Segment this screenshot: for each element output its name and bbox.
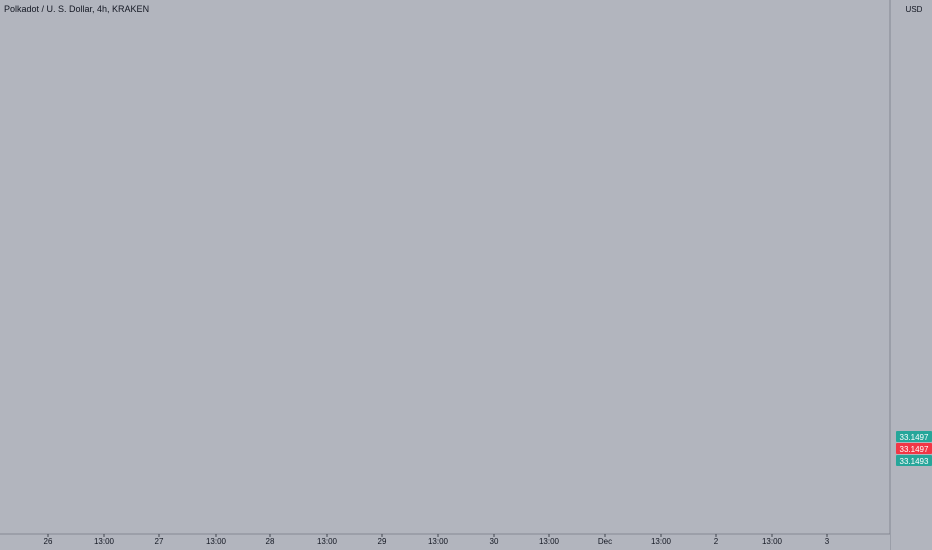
price-badge-label: 33.1497 bbox=[900, 433, 929, 442]
x-tick-label: 26 bbox=[44, 537, 53, 546]
x-tick-label: 13:00 bbox=[539, 537, 560, 546]
x-tick-label: 13:00 bbox=[428, 537, 449, 546]
price-badge bbox=[896, 443, 932, 454]
x-tick-label: 29 bbox=[378, 537, 387, 546]
x-tick-label: 27 bbox=[155, 537, 164, 546]
x-tick-label: 3 bbox=[825, 537, 830, 546]
time-axis-panel bbox=[0, 534, 890, 550]
price-badge bbox=[896, 431, 932, 442]
chart-title: Polkadot / U. S. Dollar, 4h, KRAKEN bbox=[4, 4, 150, 14]
x-tick-label: 13:00 bbox=[762, 537, 783, 546]
price-axis-panel bbox=[890, 0, 932, 550]
currency-label: USD bbox=[906, 5, 923, 14]
price-badge bbox=[896, 455, 932, 466]
x-tick-label: 30 bbox=[490, 537, 499, 546]
x-tick-label: 28 bbox=[266, 537, 275, 546]
x-tick-label: 2 bbox=[714, 537, 719, 546]
x-tick-label: 13:00 bbox=[94, 537, 115, 546]
x-tick-label: Dec bbox=[598, 537, 612, 546]
price-badge-label: 33.1497 bbox=[900, 445, 929, 454]
price-badge-label: 33.1493 bbox=[900, 457, 929, 466]
x-tick-label: 13:00 bbox=[651, 537, 672, 546]
plot-background bbox=[0, 0, 890, 534]
x-tick-label: 13:00 bbox=[317, 537, 338, 546]
x-tick-label: 13:00 bbox=[206, 537, 227, 546]
